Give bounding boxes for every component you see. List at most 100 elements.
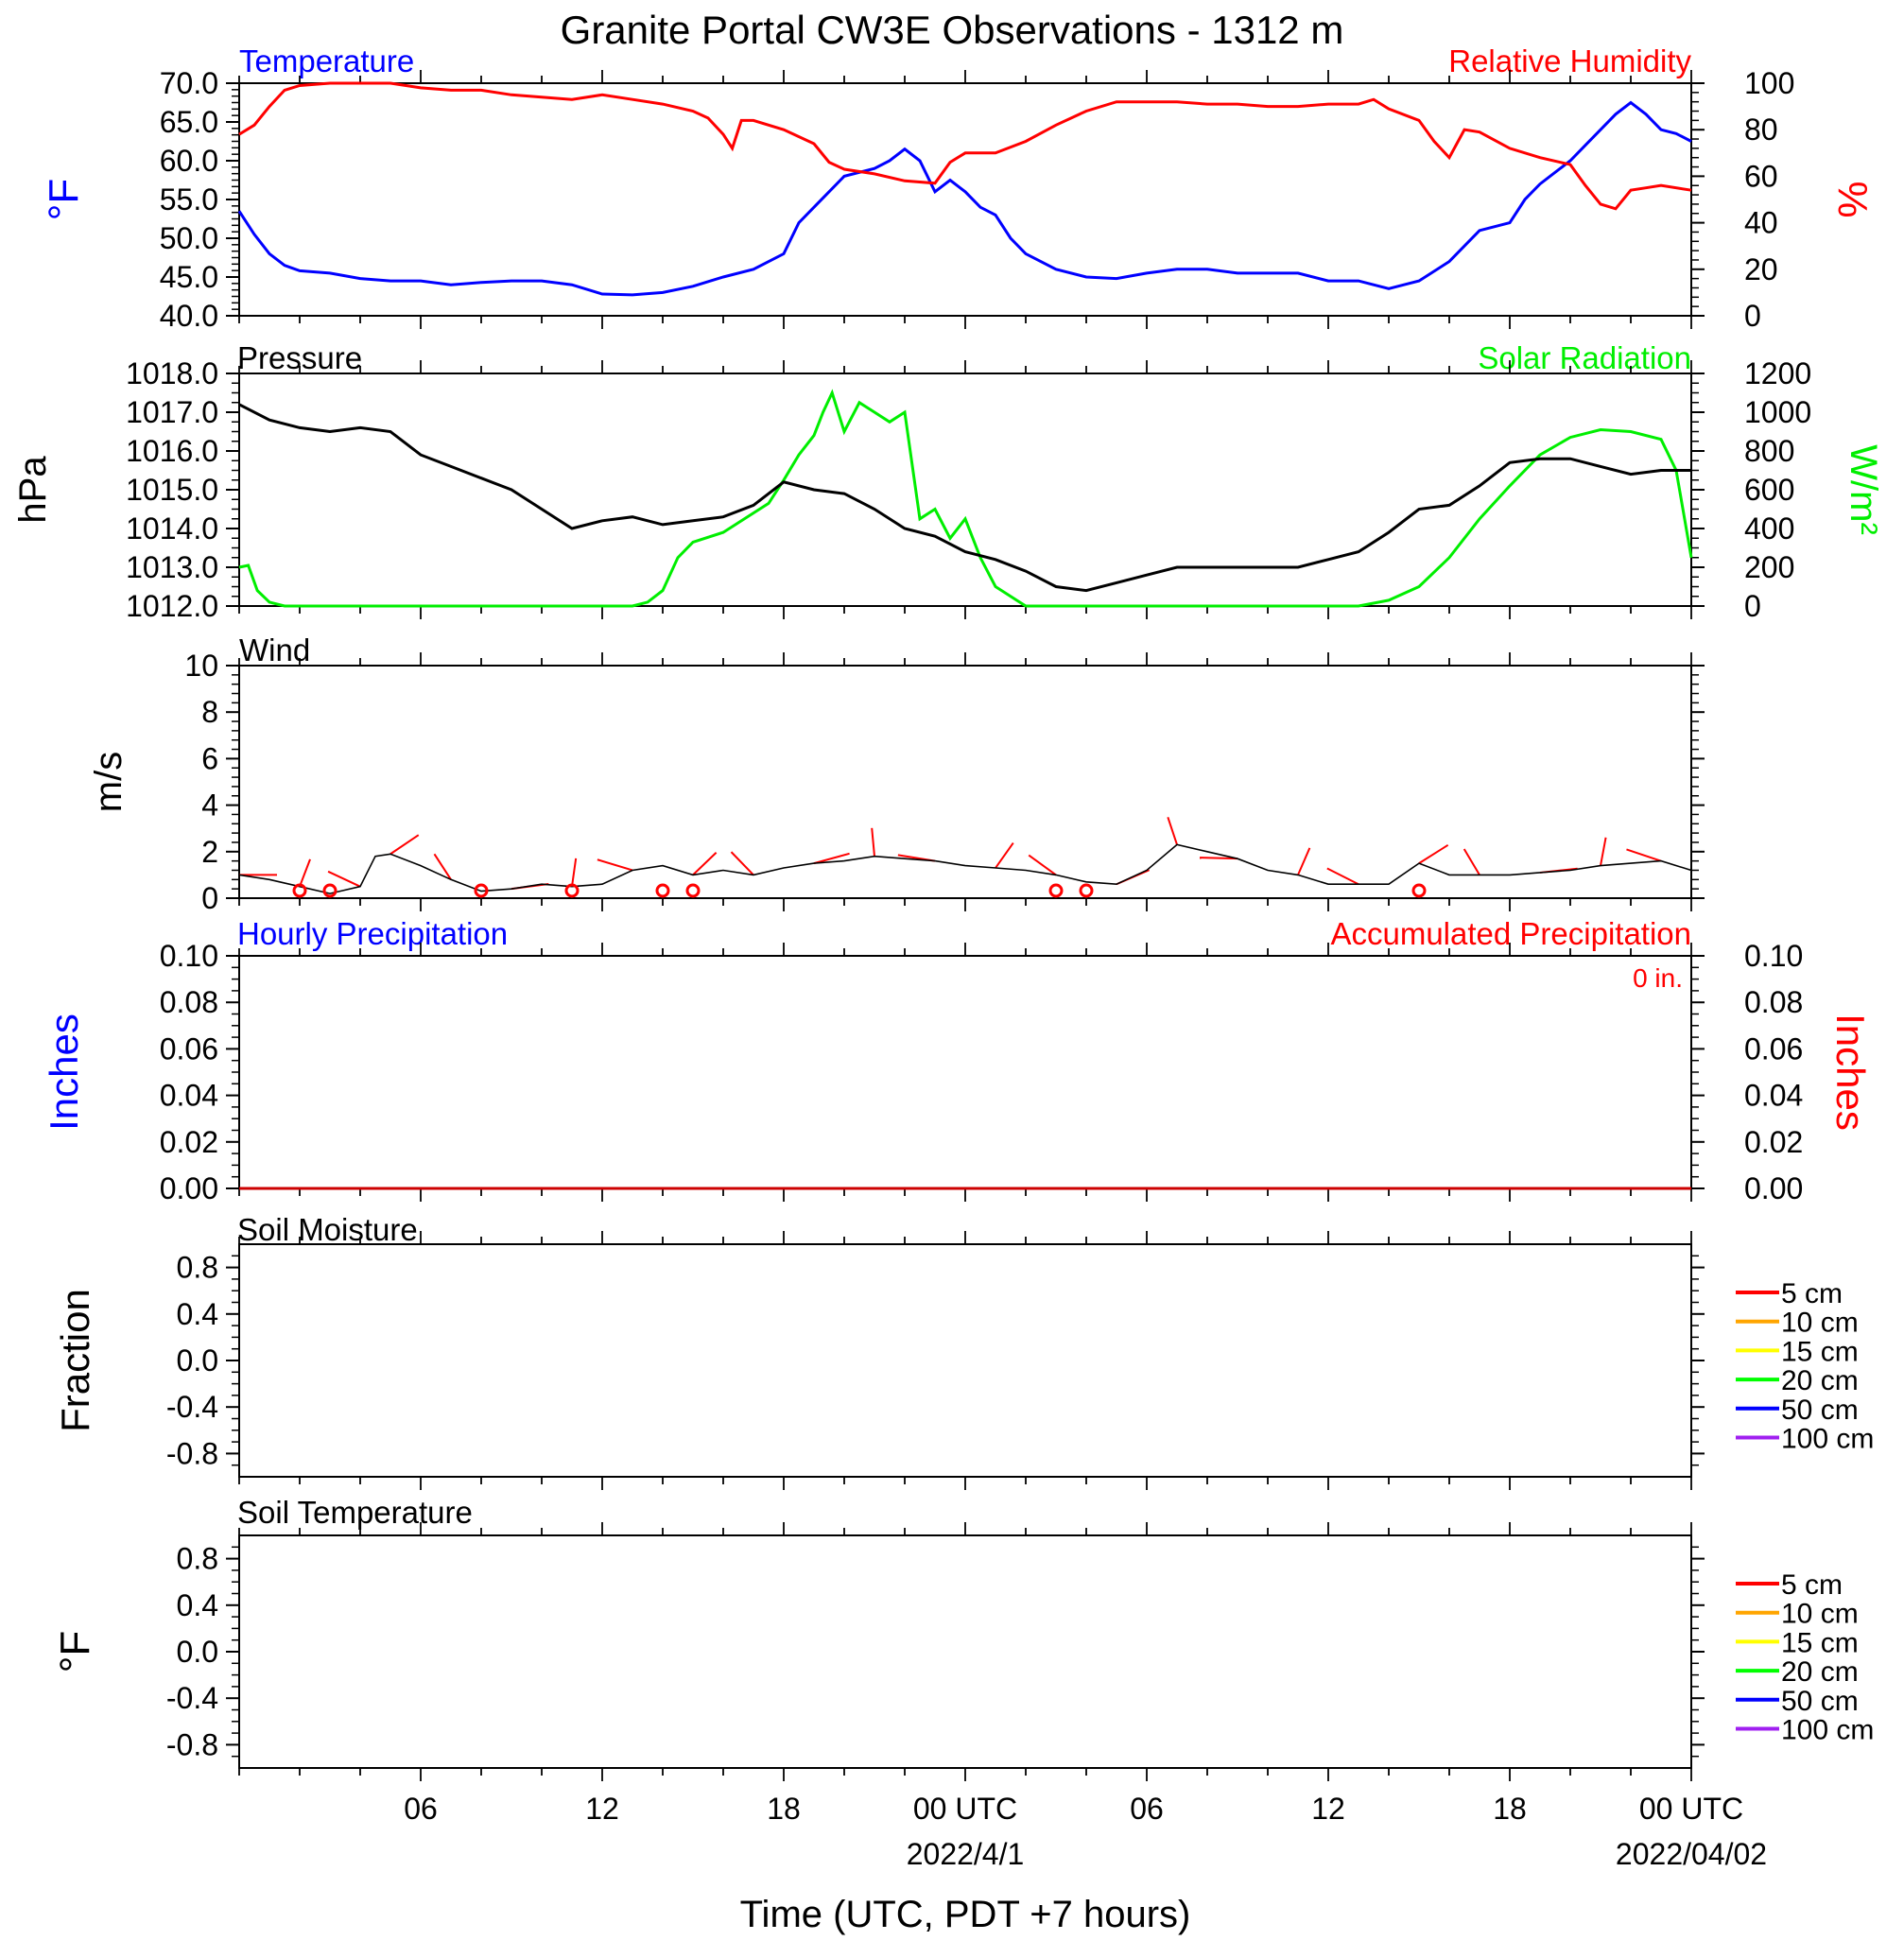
accum-precip-unit: Inches <box>1828 1014 1873 1131</box>
left-tick-label: -0.4 <box>166 1390 218 1424</box>
legend-label: 50 cm <box>1781 1395 1859 1426</box>
x-tick-label: 00 UTC <box>1639 1792 1743 1826</box>
temp-ticks: 40.0 45.0 50.0 55.0 60.0 65.0 70.0 <box>160 66 239 333</box>
right-tick-label: 80 <box>1744 113 1778 147</box>
legend-label: 10 cm <box>1781 1599 1859 1630</box>
right-tick-label: 400 <box>1744 511 1794 546</box>
legend-label: 15 cm <box>1781 1336 1859 1367</box>
right-tick-label: 800 <box>1744 434 1794 468</box>
left-tick-label: 4 <box>201 789 218 823</box>
soil-temperature-frame <box>238 1534 1692 1769</box>
left-tick-label: 0.00 <box>160 1171 218 1205</box>
solar-title: Solar Radiation <box>1478 340 1691 375</box>
soil-temperature-ticks: -0.8 -0.4 0.0 0.4 0.8 <box>166 1542 239 1761</box>
right-tick-label: 600 <box>1744 473 1794 507</box>
left-tick-label: 0.10 <box>160 939 218 973</box>
x-tick-label: 00 UTC <box>913 1792 1017 1826</box>
soil-temperature-panel: Soil Temperature °F -0.8 -0.4 0.0 0.4 0.8 5 … <box>52 1495 1874 1781</box>
precip-left-ticks: 0.00 0.02 0.04 0.06 0.08 0.10 <box>160 939 239 1205</box>
left-tick-label: 0.0 <box>177 1343 218 1378</box>
wind-speed-line <box>238 843 1692 894</box>
x-tick-label: 12 <box>1311 1792 1345 1826</box>
right-tick-label: 0.06 <box>1744 1031 1803 1066</box>
wind-barb <box>389 834 420 856</box>
soil-temperature-xticks <box>238 1522 1692 1781</box>
wind-barb <box>871 827 875 857</box>
left-tick-label: 6 <box>201 741 218 775</box>
left-tick-label: 1013.0 <box>126 550 218 584</box>
soil-temperature-title: Soil Temperature <box>237 1495 473 1530</box>
wind-barb <box>1028 854 1057 876</box>
wind-xticks <box>238 652 1692 911</box>
pressure-ticks: 1012.0 1013.0 1014.0 1015.0 1016.0 1017.0 1018… <box>126 356 239 623</box>
temp-rh-xticks <box>238 70 1692 329</box>
left-tick-label: 0.4 <box>177 1297 218 1331</box>
right-tick-label: 0.08 <box>1744 985 1803 1019</box>
left-tick-label: 70.0 <box>160 66 218 100</box>
wind-title: Wind <box>239 633 310 667</box>
wind-barb <box>995 841 1014 869</box>
right-tick-label: 0.02 <box>1744 1125 1803 1159</box>
wind-minor-right <box>1691 665 1705 899</box>
calm-markers <box>292 883 1427 898</box>
wind-barb <box>597 858 633 872</box>
x-tick-label: 06 <box>404 1792 438 1826</box>
solar-line <box>238 389 1693 608</box>
right-tick-label: 1000 <box>1744 395 1811 429</box>
left-tick-label: 0 <box>201 881 218 915</box>
left-tick-label: 0.02 <box>160 1125 218 1159</box>
soil-moisture-ticks: -0.8 -0.4 0.0 0.4 0.8 <box>166 1251 239 1470</box>
soil-moisture-frame <box>238 1243 1692 1478</box>
wind-ticks: 0 2 4 6 8 10 <box>184 649 239 915</box>
date-label: 2022/04/02 <box>1616 1837 1767 1871</box>
precip-frame <box>238 955 1692 1189</box>
right-tick-label: 60 <box>1744 159 1778 193</box>
x-tick-label: 06 <box>1130 1792 1164 1826</box>
left-tick-label: 45.0 <box>160 260 218 294</box>
temp-title: Temperature <box>239 43 414 78</box>
wind-barb <box>1463 848 1480 875</box>
left-tick-label: 0.08 <box>160 985 218 1019</box>
left-tick-label: 50.0 <box>160 221 218 255</box>
left-tick-label: 2 <box>201 835 218 869</box>
left-tick-label: 60.0 <box>160 144 218 178</box>
calm-marker <box>1048 883 1064 898</box>
pressure-solar-panel: Pressure Solar Radiation hPa W/m² 1012.0… <box>12 340 1884 623</box>
precip-panel: Hourly Precipitation Accumulated Precipi… <box>42 916 1873 1205</box>
date-label: 2022/4/1 <box>907 1837 1025 1871</box>
right-tick-label: 0 <box>1744 589 1761 623</box>
wind-barb <box>571 858 578 887</box>
x-tick-label: 12 <box>585 1792 619 1826</box>
precip-right-ticks: 0.00 0.02 0.04 0.06 0.08 0.10 <box>1691 939 1803 1205</box>
legend-label: 100 cm <box>1781 1715 1874 1746</box>
wind-panel: Wind m/s 0 2 4 6 8 10 <box>88 633 1705 915</box>
wind-barbs <box>239 816 1662 891</box>
wind-barb <box>1418 843 1449 864</box>
wind-barb <box>1600 837 1607 866</box>
wind-barb <box>299 858 311 888</box>
left-tick-label: 1014.0 <box>126 511 218 546</box>
legend-label: 20 cm <box>1781 1656 1859 1688</box>
wind-barb <box>1297 847 1311 875</box>
calm-marker <box>292 883 307 898</box>
legend-label: 10 cm <box>1781 1308 1859 1339</box>
left-tick-label: -0.4 <box>166 1681 218 1715</box>
figure-title: Granite Portal CW3E Observations - 1312 … <box>561 8 1344 52</box>
legend-label: 5 cm <box>1781 1569 1843 1601</box>
wind-barb <box>1326 867 1359 886</box>
precip-xticks <box>238 943 1692 1202</box>
left-tick-label: 0.04 <box>160 1079 218 1113</box>
rh-title: Relative Humidity <box>1448 43 1691 78</box>
soil-moisture-unit: Fraction <box>53 1289 97 1432</box>
right-tick-label: 40 <box>1744 206 1778 240</box>
left-tick-label: 40.0 <box>160 299 218 333</box>
calm-marker <box>564 883 580 898</box>
x-tick-label: 18 <box>1493 1792 1527 1826</box>
hourly-precip-unit: Inches <box>42 1014 86 1131</box>
rh-ticks: 0 20 40 60 80 100 <box>1691 66 1794 333</box>
wind-barb <box>813 852 850 865</box>
left-tick-label: 1018.0 <box>126 356 218 390</box>
right-tick-label: 1200 <box>1744 356 1811 390</box>
left-tick-label: -0.8 <box>166 1727 218 1761</box>
